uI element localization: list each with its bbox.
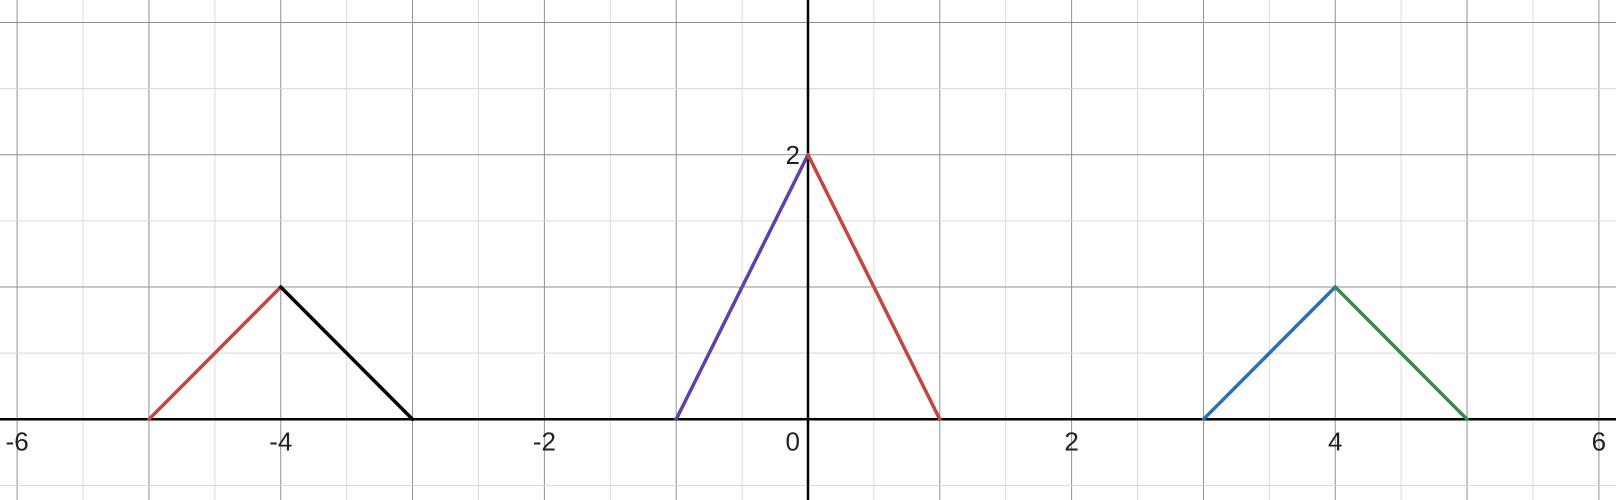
x-tick-label: -4 [269,426,292,456]
tick-labels: -6 -4 -2 0 2 4 6 2 [6,140,1607,457]
series-line [1201,285,1337,422]
x-tick-label: -2 [533,426,556,456]
series-line [279,285,415,422]
y-tick-label: 2 [786,140,800,170]
series-line [1333,285,1469,422]
x-tick-label: 6 [1592,426,1606,456]
series-group [147,153,1469,422]
series-line [147,285,283,422]
series-line [806,153,942,422]
x-tick-label: 0 [786,426,800,456]
series-line [674,153,810,422]
x-tick-label: -6 [6,426,29,456]
x-tick-label: 2 [1064,426,1078,456]
x-tick-label: 4 [1328,426,1342,456]
